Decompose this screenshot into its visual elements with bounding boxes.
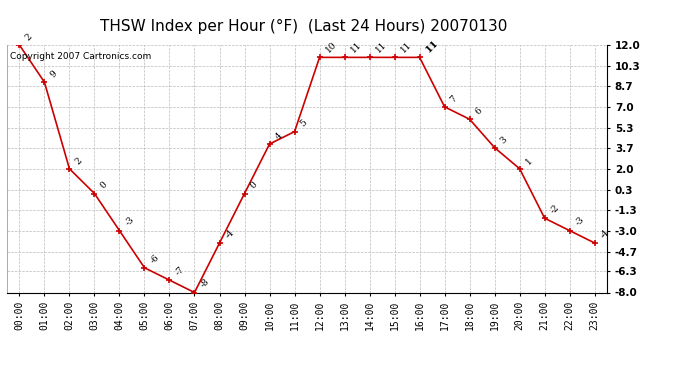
Text: -3: -3 [574, 215, 586, 228]
Text: 3: 3 [499, 135, 509, 145]
Text: 0: 0 [99, 180, 109, 191]
Text: 11: 11 [348, 40, 363, 55]
Text: -2: -2 [549, 203, 561, 216]
Text: -3: -3 [124, 215, 136, 228]
Text: 7: 7 [448, 94, 460, 104]
Text: 11: 11 [424, 38, 440, 55]
Text: THSW Index per Hour (°F)  (Last 24 Hours) 20070130: THSW Index per Hour (°F) (Last 24 Hours)… [100, 19, 507, 34]
Text: 6: 6 [474, 106, 484, 117]
Text: 1: 1 [524, 156, 534, 166]
Text: 2: 2 [23, 32, 34, 42]
Text: 0: 0 [248, 180, 259, 191]
Text: -6: -6 [148, 252, 161, 265]
Text: 10: 10 [324, 40, 338, 55]
Text: 11: 11 [399, 40, 413, 55]
Text: 5: 5 [299, 118, 309, 129]
Text: -4: -4 [599, 228, 611, 240]
Text: -8: -8 [199, 277, 211, 290]
Text: Copyright 2007 Cartronics.com: Copyright 2007 Cartronics.com [10, 53, 151, 62]
Text: -4: -4 [224, 228, 236, 240]
Text: 2: 2 [74, 156, 84, 166]
Text: 11: 11 [374, 40, 388, 55]
Text: -7: -7 [174, 265, 186, 278]
Text: 9: 9 [48, 69, 59, 80]
Text: 4: 4 [274, 131, 284, 141]
